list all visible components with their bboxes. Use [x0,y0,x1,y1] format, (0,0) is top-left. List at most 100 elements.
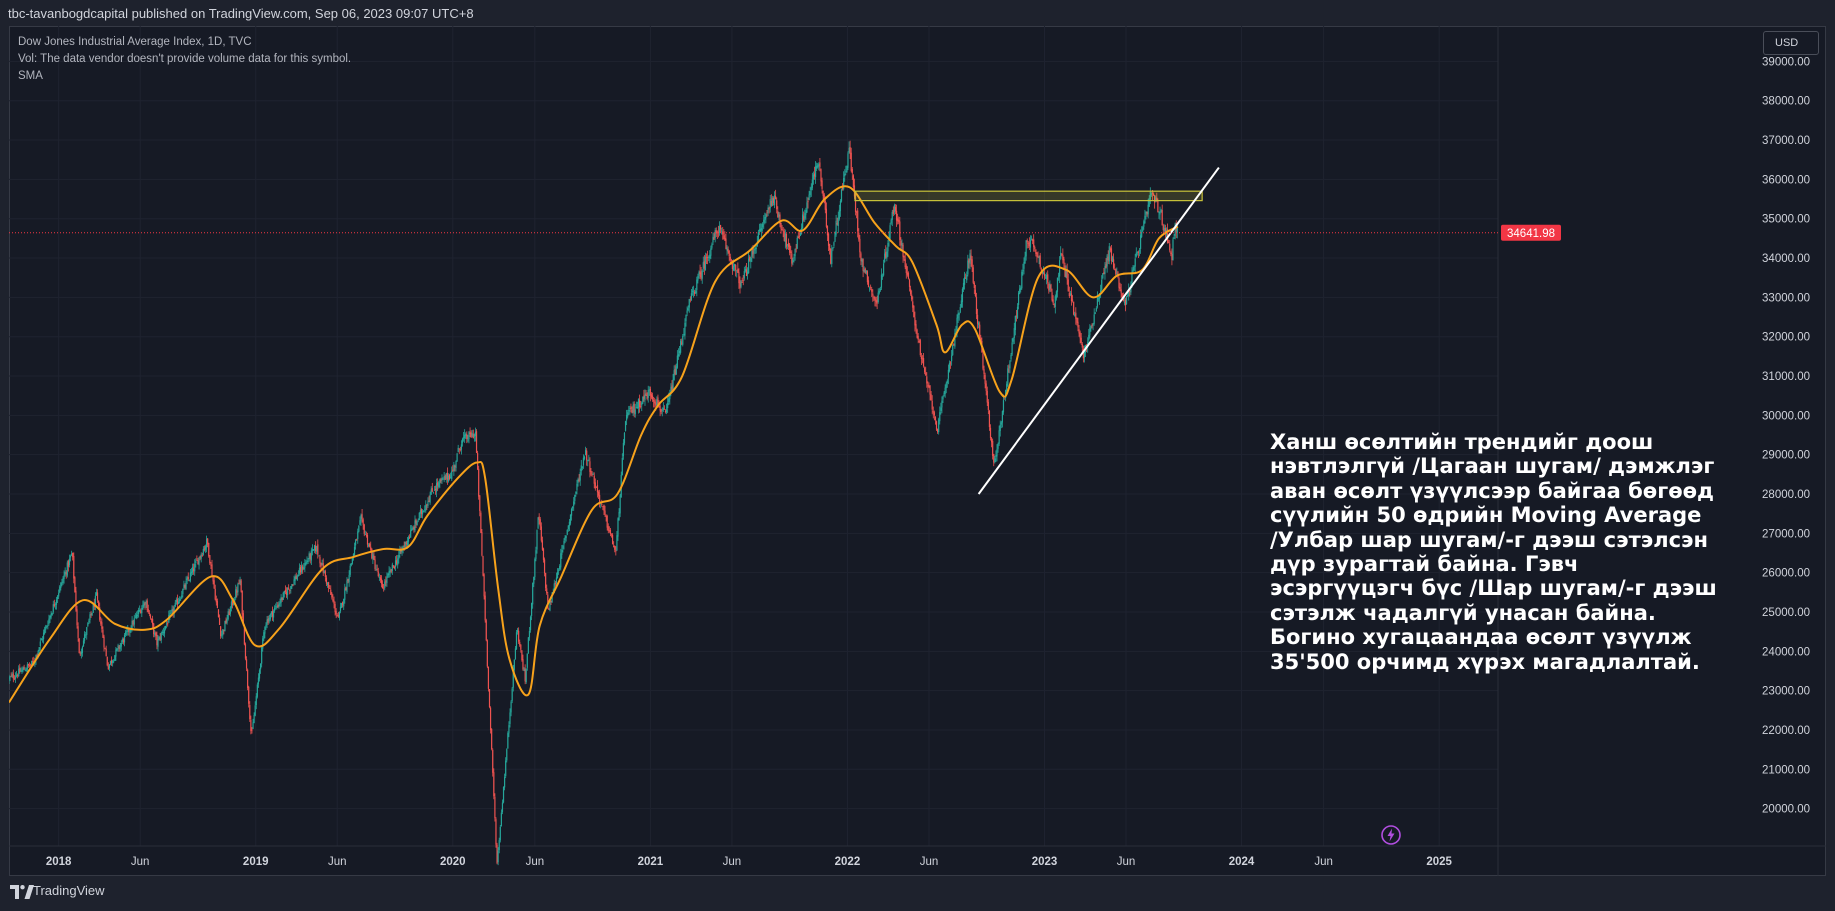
candle-body [891,211,893,220]
candle [1090,325,1092,332]
candle [1141,226,1143,239]
candle-body [728,251,730,257]
x-tick-label: Jun [723,856,742,868]
candle [158,636,160,641]
candle [9,674,10,684]
candle [539,517,541,531]
y-tick-label: 27000.00 [1762,528,1810,540]
candle [843,171,845,191]
candle [953,343,955,346]
candle-body [28,665,31,667]
candle-body [12,673,14,679]
candle [784,229,786,249]
candle [459,446,461,452]
candle-body [155,632,157,637]
candle-body [617,518,619,537]
candle [916,328,918,339]
candle-body [1136,252,1138,254]
candle [176,594,179,610]
candle-body [1170,252,1172,254]
candle-body [51,613,53,616]
candle-body [547,594,549,609]
candle-body [483,574,485,597]
candle-body [375,569,377,571]
candle [23,664,25,670]
candle-body [580,465,582,472]
candle [183,580,185,590]
candle-body [657,397,659,407]
candle [160,631,162,644]
candle-body [381,583,384,589]
candle-body [359,520,361,525]
candle [410,525,412,538]
candle-body [770,200,772,206]
lightning-icon[interactable] [1380,824,1402,851]
candle-body [488,689,491,708]
candle [621,453,623,476]
candle [337,611,339,618]
candle [808,190,810,201]
candle-body [27,663,30,666]
candle-body [606,515,608,528]
candle [262,635,264,652]
candle [865,269,867,275]
candle-body [129,629,131,633]
candle-body [73,556,75,579]
candle [753,247,755,259]
candle-body [749,256,751,261]
candle [810,183,812,197]
candle [237,582,239,596]
candle [1019,284,1021,295]
price-chart[interactable]: 39000.0038000.0037000.0036000.0035000.00… [9,26,1826,876]
candle-body [85,634,87,636]
candle [578,474,580,483]
candle-body [579,472,581,481]
candle [775,189,777,200]
candle-body [615,550,617,552]
candle [786,243,789,250]
candle [820,168,822,187]
candle [536,529,538,554]
resistance-zone [854,190,1203,202]
candle-body [1008,366,1010,368]
candle [711,242,713,250]
candle [583,455,586,461]
candle-body [948,362,951,372]
candle-body [19,667,21,673]
candle-body [758,229,761,232]
candle-body [1116,273,1118,275]
candle [198,556,200,570]
candle-body [279,602,281,604]
candle-body [1135,252,1137,257]
candle-body [546,588,548,594]
candle [691,286,694,296]
candle-body [47,625,49,626]
candle [486,639,488,669]
candle-body [844,173,846,177]
candle-body [941,400,943,408]
candle-body [1169,243,1171,251]
candle [253,712,255,724]
candle-body [1074,314,1076,316]
candle-body [937,428,939,433]
candle-body [220,626,222,637]
candle [118,644,120,652]
currency-button[interactable]: USD [1763,31,1819,55]
candle [899,216,901,246]
candle-body [687,308,689,311]
candle [363,523,365,537]
candle-body [1037,255,1039,257]
candle [521,649,523,662]
candle-body [185,581,187,589]
candle-body [440,479,442,481]
candle [734,263,736,272]
candle [1021,269,1023,290]
candle-body [486,640,488,667]
candle [850,147,852,173]
candle [498,837,500,854]
candle-body [994,458,996,463]
candle-body [715,230,717,234]
candle [1139,229,1142,254]
candle [193,563,195,575]
candle [95,588,98,596]
